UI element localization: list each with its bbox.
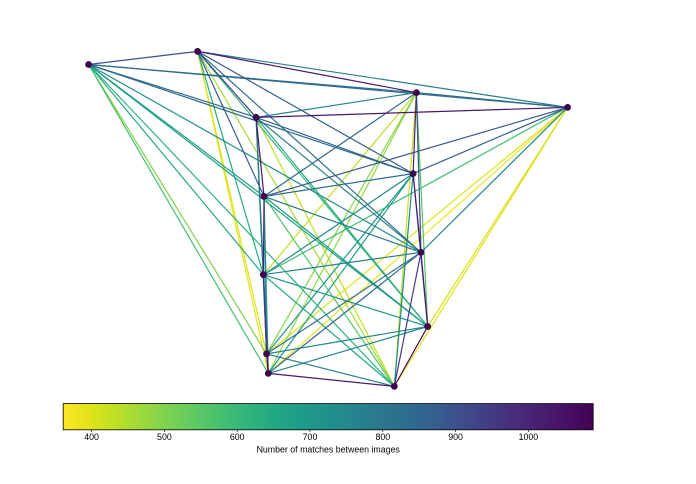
svg-text:900: 900 (448, 432, 463, 442)
svg-text:Number of matches between imag: Number of matches between images (257, 444, 401, 454)
svg-text:800: 800 (375, 432, 390, 442)
svg-text:400: 400 (84, 432, 99, 442)
svg-text:700: 700 (303, 432, 318, 442)
svg-text:600: 600 (230, 432, 245, 442)
svg-text:1000: 1000 (519, 432, 539, 442)
svg-text:500: 500 (157, 432, 172, 442)
